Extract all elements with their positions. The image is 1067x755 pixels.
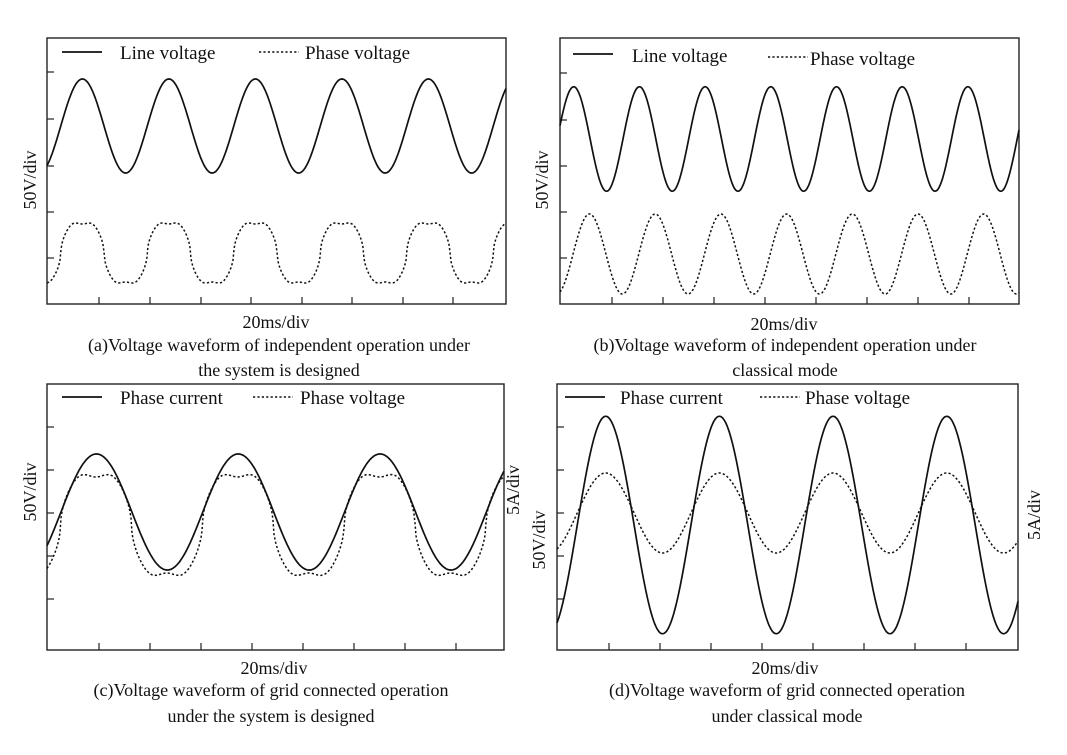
panel-b-legend-label-2: Phase voltage xyxy=(810,49,915,70)
panel-b: Line voltage Phase voltage 50V/div 20ms/… xyxy=(532,37,1020,380)
panel-a-line-voltage-trace xyxy=(46,78,507,174)
panel-b-phase-voltage-trace xyxy=(559,213,1020,295)
panel-c-legend-label-1: Phase current xyxy=(120,388,224,409)
panel-b-xlabel: 20ms/div xyxy=(750,314,817,334)
panel-c: Phase current Phase voltage 50V/div 5A/d… xyxy=(20,383,523,726)
panel-d: Phase current Phase voltage 50V/div 5A/d… xyxy=(529,383,1044,726)
panel-c-ylabel: 50V/div xyxy=(20,462,40,521)
panel-b-ylabel: 50V/div xyxy=(532,150,552,209)
panel-d-frame xyxy=(556,383,1019,651)
panel-c-caption-line-1: (c)Voltage waveform of grid connected op… xyxy=(93,680,448,701)
panel-d-ylabel: 50V/div xyxy=(529,510,549,569)
panel-b-frame xyxy=(559,37,1020,305)
panel-a-frame xyxy=(46,37,507,305)
panel-c-phase-current-trace xyxy=(46,453,505,571)
panel-d-xlabel: 20ms/div xyxy=(751,658,818,678)
panel-b-ticks xyxy=(560,72,970,304)
panel-d-ticks xyxy=(557,426,967,650)
panel-a-ylabel: 50V/div xyxy=(20,150,40,209)
panel-d-y2label: 5A/div xyxy=(1024,490,1044,540)
panel-b-legend-label-1: Line voltage xyxy=(632,46,728,67)
panel-d-caption-line-1: (d)Voltage waveform of grid connected op… xyxy=(609,680,965,701)
panel-a-legend-label-1: Line voltage xyxy=(120,43,216,64)
panel-c-phase-voltage-trace xyxy=(46,473,505,577)
panel-c-ticks xyxy=(47,426,457,650)
panel-a-caption-line-1: (a)Voltage waveform of independent opera… xyxy=(88,335,470,356)
panel-b-caption-line-2: classical mode xyxy=(732,360,837,380)
panel-a-legend-label-2: Phase voltage xyxy=(305,43,410,64)
panel-c-frame xyxy=(46,383,505,651)
panel-b-caption-line-1: (b)Voltage waveform of independent opera… xyxy=(593,335,976,356)
panel-d-legend-label-2: Phase voltage xyxy=(805,388,910,409)
panel-d-phase-current-trace xyxy=(556,415,1019,635)
panel-a-xlabel: 20ms/div xyxy=(242,312,309,332)
panel-d-legend-label-1: Phase current xyxy=(620,388,724,409)
panel-a: Line voltage Phase voltage 50V/div 20ms/… xyxy=(20,37,507,380)
panel-c-caption-line-2: under the system is designed xyxy=(168,706,375,726)
panel-a-ticks xyxy=(47,71,454,304)
panel-b-line-voltage-trace xyxy=(559,85,1020,193)
panel-c-xlabel: 20ms/div xyxy=(240,658,307,678)
panel-a-phase-voltage-trace xyxy=(46,222,507,284)
panel-c-y2label: 5A/div xyxy=(503,465,523,515)
panel-d-phase-voltage-trace xyxy=(556,472,1019,554)
panel-d-caption-line-2: under classical mode xyxy=(712,706,863,726)
panel-a-caption-line-2: the system is designed xyxy=(198,360,359,380)
panel-c-legend-label-2: Phase voltage xyxy=(300,388,405,409)
